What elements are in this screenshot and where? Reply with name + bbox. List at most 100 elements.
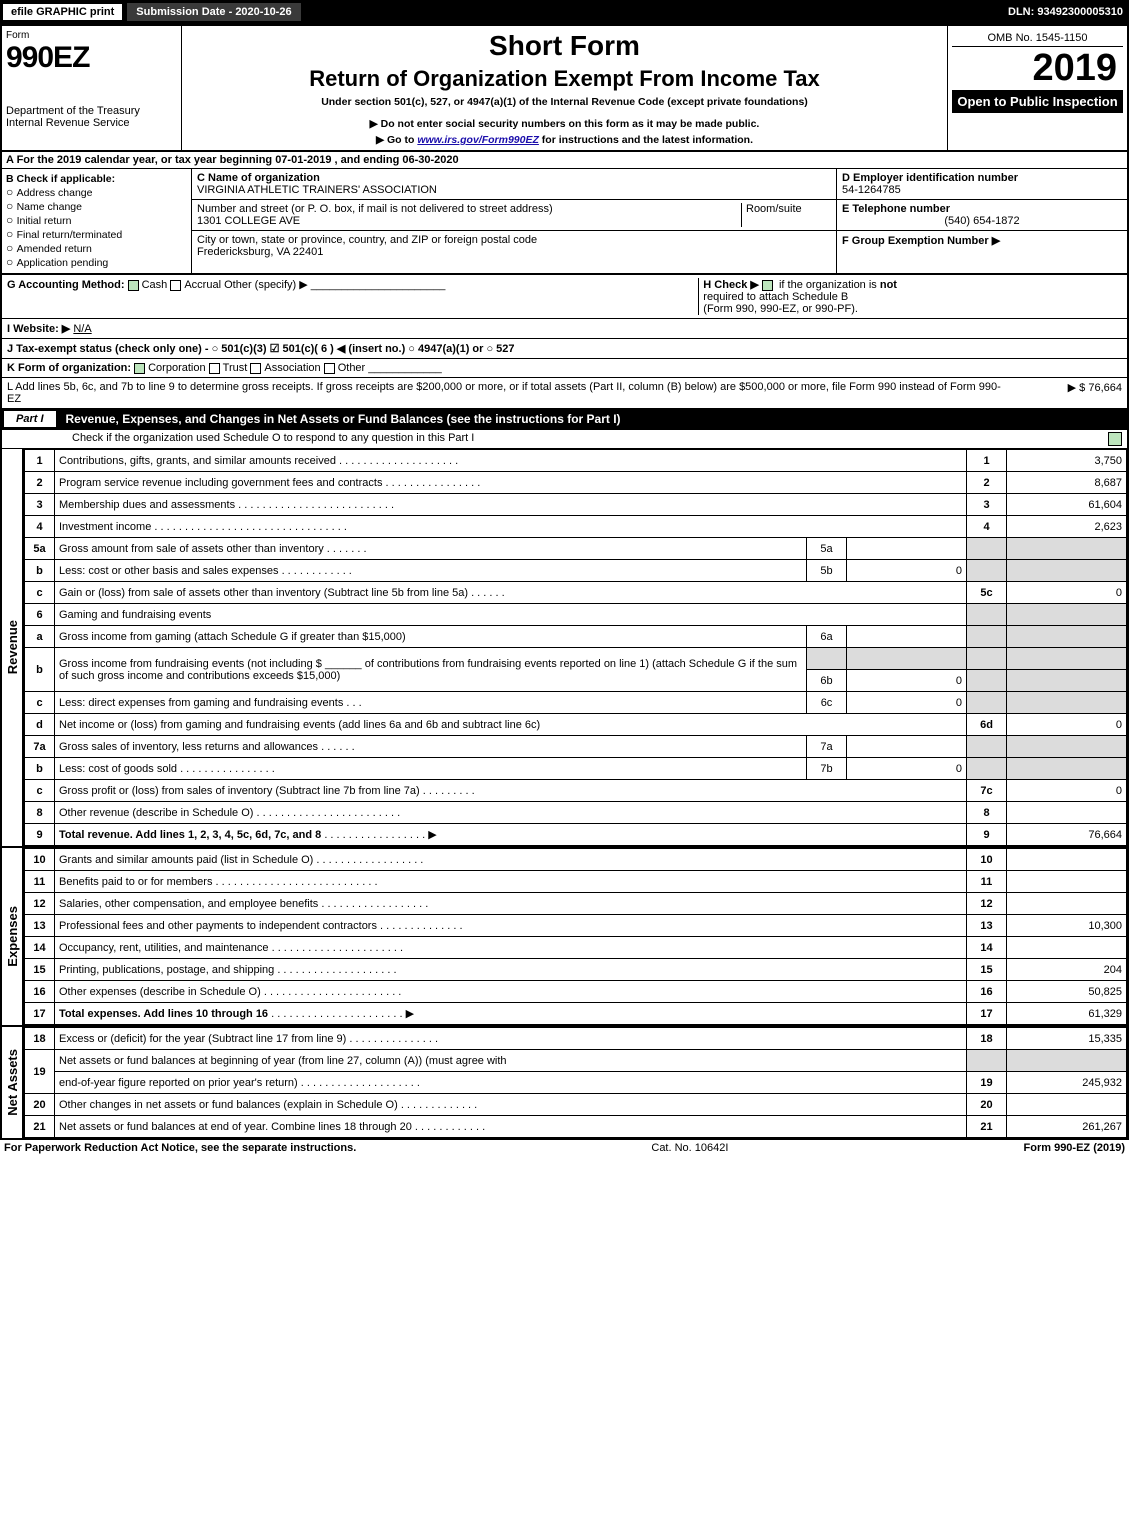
l17-text: Total expenses. Add lines 10 through 16 (59, 1008, 268, 1020)
efile-button[interactable]: efile GRAPHIC print (2, 3, 123, 21)
chk-corp[interactable] (134, 363, 145, 374)
l19-val: 245,932 (1007, 1072, 1127, 1094)
l19a-text: Net assets or fund balances at beginning… (55, 1050, 967, 1072)
open-public: Open to Public Inspection (952, 90, 1123, 113)
l7c-text: Gross profit or (loss) from sales of inv… (59, 785, 420, 797)
chk-final-return[interactable]: Final return/terminated (6, 227, 187, 241)
l10-text: Grants and similar amounts paid (list in… (59, 854, 313, 866)
l6c-text: Less: direct expenses from gaming and fu… (59, 697, 343, 709)
side-revenue: Revenue (5, 620, 20, 674)
l14-val (1007, 937, 1127, 959)
chk-name-change[interactable]: Name change (6, 199, 187, 213)
l6b-mv: 0 (847, 670, 967, 692)
g-label: G Accounting Method: (7, 279, 125, 291)
chk-address-change[interactable]: Address change (6, 185, 187, 199)
l6d-val: 0 (1007, 714, 1127, 736)
f-label: F Group Exemption Number ▶ (842, 235, 1000, 247)
goto-note: ▶ Go to www.irs.gov/Form990EZ for instru… (186, 134, 943, 146)
l15-val: 204 (1007, 959, 1127, 981)
l2-val: 8,687 (1007, 472, 1127, 494)
l9-text: Total revenue. Add lines 1, 2, 3, 4, 5c,… (59, 829, 321, 841)
footer-left: For Paperwork Reduction Act Notice, see … (4, 1142, 356, 1154)
chk-assoc[interactable] (250, 363, 261, 374)
part-i-checkbox[interactable] (1108, 432, 1122, 446)
l17-val: 61,329 (1007, 1003, 1127, 1025)
l5a-text: Gross amount from sale of assets other t… (59, 543, 324, 555)
l12-val (1007, 893, 1127, 915)
dln: DLN: 93492300005310 (1008, 6, 1129, 18)
l7a-m: 7a (807, 736, 847, 758)
l5c-val: 0 (1007, 582, 1127, 604)
l5b-text: Less: cost or other basis and sales expe… (59, 565, 279, 577)
i-label: I Website: ▶ (7, 323, 70, 335)
tax-year: 2019 (952, 47, 1123, 90)
chk-cash[interactable] (128, 280, 139, 291)
chk-accrual[interactable] (170, 280, 181, 291)
part-i-tab: Part I (2, 409, 58, 429)
l6a-text: Gross income from gaming (attach Schedul… (59, 631, 406, 643)
l6-text: Gaming and fundraising events (55, 604, 967, 626)
l6b-m: 6b (807, 670, 847, 692)
omb-number: OMB No. 1545-1150 (952, 30, 1123, 47)
form-number: 990EZ (6, 41, 177, 75)
website: N/A (73, 323, 91, 335)
k-label: K Form of organization: (7, 362, 131, 374)
expenses-section: Expenses 10Grants and similar amounts pa… (2, 848, 1127, 1027)
l20-val (1007, 1094, 1127, 1116)
l15-text: Printing, publications, postage, and shi… (59, 964, 274, 976)
chk-amended[interactable]: Amended return (6, 241, 187, 255)
l7b-mv: 0 (847, 758, 967, 780)
l21-val: 261,267 (1007, 1116, 1127, 1138)
l7c-val: 0 (1007, 780, 1127, 802)
irs-link[interactable]: www.irs.gov/Form990EZ (417, 134, 539, 146)
chk-other[interactable] (324, 363, 335, 374)
l10-val (1007, 849, 1127, 871)
form-word: Form (6, 30, 177, 41)
l3-val: 61,604 (1007, 494, 1127, 516)
block-b-to-f: B Check if applicable: Address change Na… (2, 169, 1127, 275)
l6c-mv: 0 (847, 692, 967, 714)
l13-text: Professional fees and other payments to … (59, 920, 377, 932)
c-label: C Name of organization (197, 172, 320, 184)
part-i-header: Part I Revenue, Expenses, and Changes in… (2, 409, 1127, 430)
dept-treasury: Department of the Treasury (6, 105, 177, 117)
chk-application-pending[interactable]: Application pending (6, 255, 187, 269)
l13-val: 10,300 (1007, 915, 1127, 937)
part-i-subtext: Check if the organization used Schedule … (72, 432, 474, 446)
side-expenses: Expenses (5, 906, 20, 967)
l9-val: 76,664 (1007, 824, 1127, 846)
chk-trust[interactable] (209, 363, 220, 374)
l5c-text: Gain or (loss) from sale of assets other… (59, 587, 468, 599)
telephone: (540) 654-1872 (842, 215, 1122, 227)
l11-val (1007, 871, 1127, 893)
l12-text: Salaries, other compensation, and employ… (59, 898, 318, 910)
form-header: Form 990EZ Department of the Treasury In… (2, 26, 1127, 152)
submission-date: Submission Date - 2020-10-26 (127, 3, 300, 21)
l2-text: Program service revenue including govern… (59, 477, 382, 489)
ssn-note: ▶ Do not enter social security numbers o… (186, 118, 943, 130)
l18-val: 15,335 (1007, 1028, 1127, 1050)
l8-text: Other revenue (describe in Schedule O) (59, 807, 253, 819)
l16-text: Other expenses (describe in Schedule O) (59, 986, 261, 998)
chk-initial-return[interactable]: Initial return (6, 213, 187, 227)
ein: 54-1264785 (842, 184, 901, 196)
d-label: D Employer identification number (842, 172, 1018, 184)
l18-text: Excess or (deficit) for the year (Subtra… (59, 1033, 346, 1045)
street-label: Number and street (or P. O. box, if mail… (197, 203, 553, 215)
city: Fredericksburg, VA 22401 (197, 246, 323, 258)
l1-text: Contributions, gifts, grants, and simila… (59, 455, 336, 467)
e-label: E Telephone number (842, 203, 950, 215)
l6a-m: 6a (807, 626, 847, 648)
part-i-title: Revenue, Expenses, and Changes in Net As… (66, 412, 621, 426)
chk-h[interactable] (762, 280, 773, 291)
l8-val (1007, 802, 1127, 824)
goto-pre: ▶ Go to (376, 134, 417, 146)
city-label: City or town, state or province, country… (197, 234, 537, 246)
l5b-m: 5b (807, 560, 847, 582)
under-section: Under section 501(c), 527, or 4947(a)(1)… (186, 96, 943, 108)
g-accrual: Accrual (184, 279, 221, 291)
l4-text: Investment income (59, 521, 151, 533)
l19b-text: end-of-year figure reported on prior yea… (59, 1077, 298, 1089)
k-trust: Trust (223, 362, 248, 374)
b-title: B Check if applicable: (6, 173, 187, 185)
